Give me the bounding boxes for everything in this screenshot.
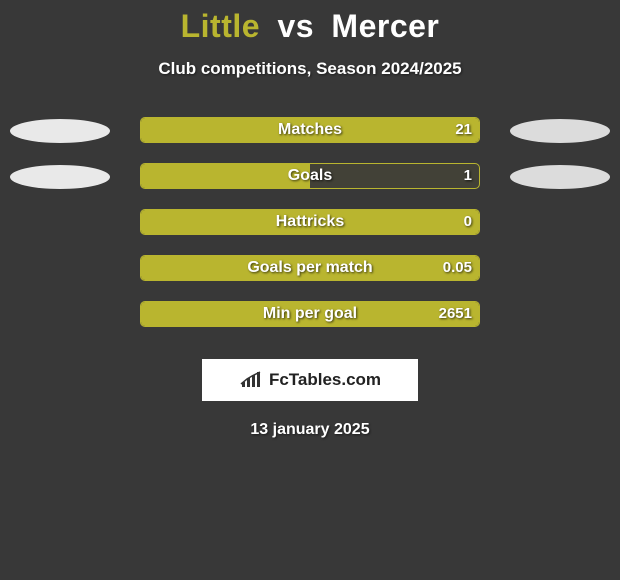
stats-area: Matches21Goals1Hattricks0Goals per match… <box>0 117 620 347</box>
player1-name: Little <box>181 8 260 44</box>
comparison-panel: Little vs Mercer Club competitions, Seas… <box>0 0 620 439</box>
player2-name: Mercer <box>331 8 439 44</box>
stat-row: Hattricks0 <box>0 209 620 255</box>
stat-row: Goals1 <box>0 163 620 209</box>
stat-row: Min per goal2651 <box>0 301 620 347</box>
stat-bar-fill <box>141 118 479 142</box>
date-text: 13 january 2025 <box>0 421 620 439</box>
stat-row: Goals per match0.05 <box>0 255 620 301</box>
stat-bar <box>140 163 480 189</box>
stat-bar-fill <box>141 302 479 326</box>
stat-bar <box>140 117 480 143</box>
left-ellipse <box>10 165 110 189</box>
page-title: Little vs Mercer <box>0 8 620 45</box>
left-ellipse <box>10 119 110 143</box>
stat-bar-fill <box>141 210 479 234</box>
stat-bar <box>140 301 480 327</box>
stat-row: Matches21 <box>0 117 620 163</box>
right-ellipse <box>510 165 610 189</box>
brand-box[interactable]: FcTables.com <box>202 359 418 401</box>
stat-bar-fill <box>141 164 310 188</box>
right-ellipse <box>510 119 610 143</box>
stat-bar <box>140 255 480 281</box>
brand-text: FcTables.com <box>269 370 381 390</box>
subtitle: Club competitions, Season 2024/2025 <box>0 59 620 79</box>
bar-chart-icon <box>239 370 265 390</box>
stat-bar <box>140 209 480 235</box>
vs-label: vs <box>277 8 314 44</box>
stat-bar-fill <box>141 256 479 280</box>
